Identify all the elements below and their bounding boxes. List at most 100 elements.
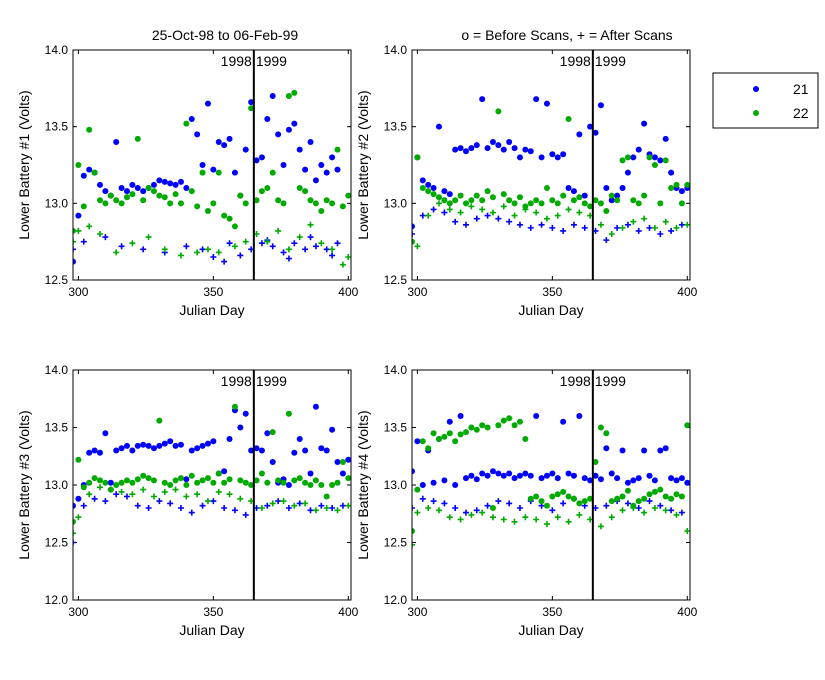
- point-before-scan: [452, 438, 459, 445]
- point-before-scan: [302, 479, 309, 486]
- point-after-scan: [285, 255, 292, 262]
- point-before-scan: [479, 470, 486, 477]
- year-label-left: 1998: [221, 53, 252, 69]
- plot-area: [412, 413, 690, 548]
- point-before-scan: [560, 151, 567, 158]
- point-before-scan: [549, 493, 556, 500]
- point-before-scan: [123, 442, 130, 449]
- point-after-scan: [624, 221, 631, 228]
- point-before-scan: [150, 181, 157, 188]
- x-tick-label: 350: [542, 605, 562, 619]
- point-after-scan: [441, 209, 448, 216]
- y-tick-label: 12.5: [384, 536, 408, 550]
- point-after-scan: [489, 514, 496, 521]
- point-before-scan: [630, 154, 637, 161]
- point-before-scan: [576, 500, 583, 507]
- point-before-scan: [237, 477, 244, 484]
- point-before-scan: [506, 415, 513, 422]
- figure-title-right: o = Before Scans, + = After Scans: [461, 27, 672, 43]
- point-before-scan: [641, 120, 648, 127]
- point-before-scan: [581, 498, 588, 505]
- point-after-scan: [511, 518, 518, 525]
- point-after-scan: [678, 509, 685, 516]
- point-before-scan: [668, 185, 675, 191]
- point-before-scan: [446, 430, 453, 437]
- y-tick-label: 13.5: [45, 120, 69, 134]
- point-after-scan: [576, 511, 583, 518]
- point-before-scan: [657, 447, 664, 454]
- point-before-scan: [102, 479, 109, 486]
- point-after-scan: [560, 227, 567, 234]
- point-before-scan: [662, 493, 669, 500]
- point-after-scan: [291, 240, 298, 247]
- point-before-scan: [129, 191, 136, 198]
- point-after-scan: [673, 511, 680, 518]
- plot-frame: [72, 49, 352, 281]
- series-22-before: [73, 403, 351, 525]
- point-before-scan: [484, 472, 491, 479]
- point-after-scan: [533, 209, 540, 216]
- point-before-scan: [619, 493, 626, 500]
- point-before-scan: [624, 479, 631, 486]
- point-before-scan: [511, 422, 518, 429]
- point-after-scan: [489, 209, 496, 216]
- point-before-scan: [592, 472, 599, 479]
- point-before-scan: [91, 475, 98, 482]
- point-before-scan: [522, 470, 529, 477]
- point-before-scan: [684, 422, 690, 429]
- point-before-scan: [533, 197, 540, 204]
- point-before-scan: [258, 154, 265, 161]
- point-after-scan: [635, 505, 642, 511]
- point-before-scan: [495, 142, 502, 149]
- point-before-scan: [412, 528, 415, 534]
- point-before-scan: [624, 169, 631, 176]
- point-before-scan: [592, 129, 599, 136]
- point-before-scan: [533, 96, 540, 103]
- x-tick-label: 400: [677, 285, 697, 299]
- point-before-scan: [210, 479, 217, 486]
- point-before-scan: [194, 445, 201, 452]
- point-before-scan: [221, 142, 228, 149]
- point-before-scan: [543, 502, 550, 509]
- point-after-scan: [435, 200, 442, 207]
- point-before-scan: [291, 477, 298, 484]
- point-before-scan: [570, 472, 577, 479]
- point-before-scan: [506, 139, 513, 145]
- point-before-scan: [684, 181, 690, 188]
- panel-2: 12.5 13.0 13.5 14.0 300 350 400 Julian Day Lower…: [355, 43, 698, 318]
- point-before-scan: [668, 475, 675, 482]
- point-after-scan: [285, 505, 292, 511]
- y-tick-label: 12.5: [45, 273, 69, 287]
- point-after-scan: [630, 218, 637, 225]
- point-before-scan: [473, 142, 480, 149]
- point-after-scan: [646, 224, 653, 231]
- point-before-scan: [329, 154, 336, 161]
- point-after-scan: [302, 500, 309, 507]
- point-before-scan: [435, 194, 442, 201]
- year-label-right: 1999: [256, 373, 287, 389]
- point-before-scan: [430, 191, 437, 198]
- point-before-scan: [457, 431, 464, 438]
- point-before-scan: [107, 479, 114, 486]
- point-before-scan: [506, 470, 513, 477]
- point-before-scan: [118, 185, 125, 191]
- point-before-scan: [75, 162, 82, 168]
- point-after-scan: [302, 246, 309, 253]
- x-tick-label: 350: [203, 285, 223, 299]
- point-before-scan: [275, 477, 282, 484]
- point-after-scan: [435, 507, 442, 514]
- point-before-scan: [587, 477, 594, 484]
- point-before-scan: [296, 146, 303, 153]
- point-before-scan: [527, 148, 534, 155]
- point-before-scan: [473, 192, 480, 199]
- point-after-scan: [307, 507, 314, 514]
- point-before-scan: [86, 479, 93, 486]
- point-before-scan: [446, 200, 453, 207]
- point-before-scan: [291, 120, 298, 127]
- point-before-scan: [80, 203, 87, 210]
- point-before-scan: [258, 470, 265, 477]
- year-label-right: 1999: [595, 53, 626, 69]
- point-after-scan: [668, 507, 675, 514]
- x-axis-label: Julian Day: [179, 302, 244, 318]
